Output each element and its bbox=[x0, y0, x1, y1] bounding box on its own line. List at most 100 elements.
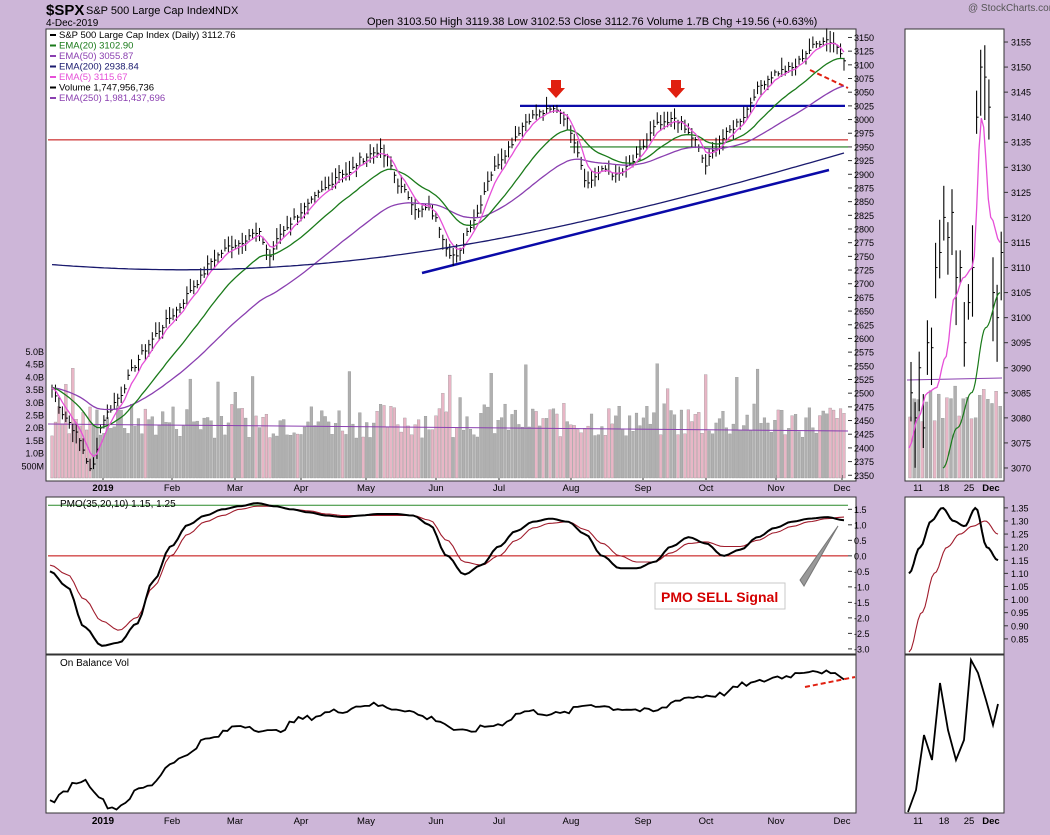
volume-bar bbox=[576, 429, 580, 479]
pmo-tick-label: 1.0 bbox=[854, 520, 867, 530]
zoom-pmo-tick-label: 1.10 bbox=[1011, 569, 1029, 579]
volume-bar bbox=[489, 373, 493, 479]
y-tick-label: 3100 bbox=[854, 60, 874, 70]
volume-bar bbox=[458, 397, 462, 479]
volume-bar bbox=[365, 422, 369, 479]
y-tick-label: 2500 bbox=[854, 389, 874, 399]
volume-bar bbox=[510, 414, 514, 479]
volume-bar bbox=[624, 435, 628, 479]
volume-bar bbox=[707, 430, 711, 479]
y-tick-label: 2375 bbox=[854, 457, 874, 467]
volume-bar bbox=[659, 434, 663, 479]
pmo-tick-label: -2.0 bbox=[854, 613, 870, 623]
volume-bar bbox=[773, 420, 777, 479]
volume-bar bbox=[306, 421, 310, 479]
volume-bar bbox=[102, 433, 106, 479]
y-tick-label: 2825 bbox=[854, 211, 874, 221]
volume-bar bbox=[638, 425, 642, 479]
volume-bar bbox=[714, 422, 718, 479]
volume-bar bbox=[832, 409, 836, 479]
volume-bar bbox=[50, 435, 54, 479]
volume-bar bbox=[548, 409, 552, 479]
volume-bar bbox=[372, 422, 376, 479]
volume-bar bbox=[749, 430, 753, 479]
volume-bar bbox=[545, 418, 549, 479]
volume-bar bbox=[64, 384, 68, 479]
y-tick-label: 3025 bbox=[854, 101, 874, 111]
zoom-tick-label: 3130 bbox=[1011, 163, 1031, 173]
volume-bar bbox=[676, 434, 680, 479]
volume-bar bbox=[486, 406, 490, 479]
volume-bar bbox=[195, 420, 199, 479]
red-down-arrow bbox=[667, 80, 685, 98]
volume-bar bbox=[327, 421, 331, 479]
legend: S&P 500 Large Cap Index (Daily) 3112.76E… bbox=[50, 30, 236, 104]
volume-bar bbox=[206, 417, 210, 479]
zoom-volume-bar bbox=[986, 399, 990, 479]
volume-bar bbox=[219, 416, 224, 479]
volume-bar bbox=[91, 424, 96, 479]
zoom-x-label: 25 bbox=[964, 483, 975, 494]
volume-tick-label: 3.0B bbox=[25, 398, 44, 408]
zoom-tick-label: 3135 bbox=[1011, 138, 1031, 148]
volume-bar bbox=[109, 428, 113, 479]
zoom-bottom-x-label: 18 bbox=[939, 816, 950, 827]
volume-bar bbox=[700, 433, 704, 479]
volume-bar bbox=[299, 434, 303, 479]
zoom-tick-label: 3080 bbox=[1011, 413, 1031, 423]
legend-entry: EMA(5) 3115.67 bbox=[59, 72, 127, 83]
volume-bar bbox=[403, 417, 407, 479]
volume-bar bbox=[811, 427, 815, 479]
volume-bar bbox=[527, 426, 531, 479]
volume-bar bbox=[838, 408, 843, 479]
volume-bar bbox=[711, 433, 715, 479]
y-tick-label: 3075 bbox=[854, 74, 874, 84]
volume-bar bbox=[683, 433, 687, 479]
zoom-volume-bar bbox=[973, 417, 978, 479]
volume-bar bbox=[762, 417, 767, 479]
red-dashed-line bbox=[809, 69, 849, 89]
y-tick-label: 2600 bbox=[854, 334, 874, 344]
zoom-volume-bar bbox=[920, 421, 924, 479]
volume-bar bbox=[216, 381, 220, 479]
volume-bar bbox=[334, 423, 338, 479]
zoom-volume-bar bbox=[937, 393, 941, 479]
volume-bar bbox=[621, 429, 625, 479]
zoom-tick-label: 3140 bbox=[1011, 113, 1031, 123]
volume-bar bbox=[607, 408, 611, 479]
volume-bar bbox=[468, 428, 473, 479]
volume-bar bbox=[88, 406, 92, 479]
volume-bar bbox=[538, 425, 542, 479]
volume-bar bbox=[268, 437, 272, 479]
y-tick-label: 2625 bbox=[854, 320, 874, 330]
legend-entry: EMA(20) 3102.90 bbox=[59, 41, 133, 52]
y-tick-label: 2925 bbox=[854, 156, 874, 166]
volume-bar bbox=[534, 411, 538, 479]
volume-bar bbox=[129, 404, 134, 479]
zoom-tick-label: 3070 bbox=[1011, 463, 1031, 473]
y-tick-label: 2575 bbox=[854, 348, 874, 358]
exchange: INDX bbox=[212, 5, 239, 17]
volume-bar bbox=[289, 434, 293, 479]
volume-bar bbox=[555, 413, 559, 479]
volume-bar bbox=[745, 414, 749, 479]
volume-bar bbox=[520, 426, 524, 479]
volume-bar bbox=[78, 425, 82, 479]
volume-bar bbox=[814, 432, 818, 479]
obv-panel bbox=[45, 654, 857, 814]
zoom-volume-bar bbox=[945, 397, 949, 479]
volume-bar bbox=[226, 422, 230, 479]
volume-bar bbox=[171, 406, 175, 479]
volume-bar bbox=[202, 417, 206, 479]
volume-bar bbox=[358, 412, 362, 479]
zoom-bottom-x-label: 11 bbox=[913, 816, 923, 827]
volume-bar bbox=[423, 416, 428, 479]
volume-bar bbox=[496, 420, 500, 479]
y-tick-label: 2400 bbox=[854, 443, 874, 453]
volume-bar bbox=[209, 420, 213, 479]
volume-bar bbox=[593, 435, 597, 479]
volume-bar bbox=[586, 425, 590, 479]
zoom-volume-ema bbox=[906, 377, 1003, 381]
volume-bar bbox=[766, 422, 770, 479]
zoom-tick-label: 3100 bbox=[1011, 313, 1031, 323]
